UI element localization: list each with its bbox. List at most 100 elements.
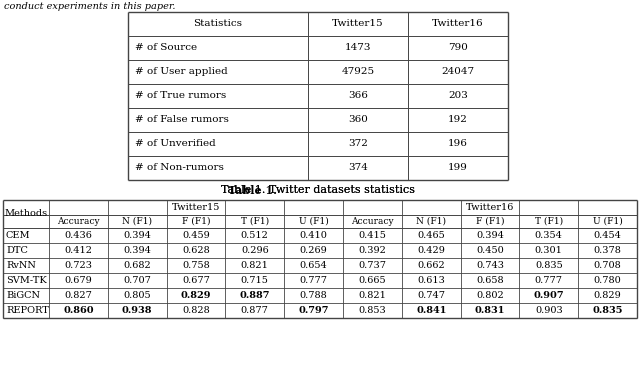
Text: 0.454: 0.454 (594, 231, 621, 240)
Text: 0.679: 0.679 (65, 276, 92, 285)
Text: 0.415: 0.415 (358, 231, 387, 240)
Text: 366: 366 (348, 92, 368, 101)
Text: 0.835: 0.835 (535, 261, 563, 270)
Text: 0.715: 0.715 (241, 276, 269, 285)
Text: 0.708: 0.708 (594, 261, 621, 270)
Text: 0.459: 0.459 (182, 231, 210, 240)
Text: 196: 196 (448, 140, 468, 149)
Text: 360: 360 (348, 115, 368, 124)
Text: 1473: 1473 (345, 44, 371, 53)
Text: 0.296: 0.296 (241, 246, 269, 255)
Text: Twitter16: Twitter16 (466, 203, 514, 212)
Text: # of Source: # of Source (135, 44, 197, 53)
Text: 0.354: 0.354 (535, 231, 563, 240)
Text: # of True rumors: # of True rumors (135, 92, 227, 101)
Text: 0.394: 0.394 (124, 246, 151, 255)
Text: Methods: Methods (4, 209, 47, 218)
Text: Twitter16: Twitter16 (432, 20, 484, 28)
Text: 0.903: 0.903 (535, 306, 563, 315)
Text: Twitter15: Twitter15 (332, 20, 384, 28)
Text: SVM-TK: SVM-TK (6, 276, 47, 285)
Text: 0.465: 0.465 (417, 231, 445, 240)
Text: # of Unverified: # of Unverified (135, 140, 216, 149)
Text: 0.450: 0.450 (476, 246, 504, 255)
Text: T (F1): T (F1) (241, 217, 269, 226)
Text: 0.662: 0.662 (417, 261, 445, 270)
Text: 0.269: 0.269 (300, 246, 328, 255)
Text: # of False rumors: # of False rumors (135, 115, 229, 124)
Text: 0.797: 0.797 (298, 306, 329, 315)
Text: 0.835: 0.835 (593, 306, 623, 315)
Text: DTC: DTC (6, 246, 28, 255)
Text: Accuracy: Accuracy (351, 217, 394, 226)
Text: 0.737: 0.737 (358, 261, 387, 270)
Text: 0.841: 0.841 (416, 306, 446, 315)
Text: 0.723: 0.723 (65, 261, 92, 270)
Text: 0.394: 0.394 (476, 231, 504, 240)
Text: 0.410: 0.410 (300, 231, 328, 240)
Text: N (F1): N (F1) (416, 217, 446, 226)
Text: REPORT: REPORT (6, 306, 49, 315)
Text: 372: 372 (348, 140, 368, 149)
Text: 790: 790 (448, 44, 468, 53)
Text: 0.907: 0.907 (534, 291, 564, 300)
Text: 0.677: 0.677 (182, 276, 210, 285)
Text: 374: 374 (348, 163, 368, 172)
Text: 0.802: 0.802 (476, 291, 504, 300)
Text: RvNN: RvNN (6, 261, 36, 270)
Text: 0.828: 0.828 (182, 306, 210, 315)
Text: # of Non-rumors: # of Non-rumors (135, 163, 224, 172)
Text: N (F1): N (F1) (122, 217, 152, 226)
Text: F (F1): F (F1) (476, 217, 504, 226)
Text: F (F1): F (F1) (182, 217, 211, 226)
Text: 0.665: 0.665 (358, 276, 386, 285)
Text: 192: 192 (448, 115, 468, 124)
Text: 0.436: 0.436 (65, 231, 92, 240)
Text: 0.777: 0.777 (535, 276, 563, 285)
Text: 0.512: 0.512 (241, 231, 269, 240)
Text: Table 1.: Table 1. (228, 185, 277, 196)
Text: 0.780: 0.780 (594, 276, 621, 285)
Text: 0.821: 0.821 (241, 261, 269, 270)
Text: 0.429: 0.429 (417, 246, 445, 255)
Text: Accuracy: Accuracy (57, 217, 100, 226)
Text: U (F1): U (F1) (593, 217, 623, 226)
Text: 0.613: 0.613 (417, 276, 445, 285)
Text: Table 1. Twitter datasets statistics: Table 1. Twitter datasets statistics (221, 185, 415, 195)
Text: 0.682: 0.682 (124, 261, 151, 270)
Text: 0.378: 0.378 (594, 246, 621, 255)
Text: 0.707: 0.707 (124, 276, 151, 285)
Text: Twitter15: Twitter15 (172, 203, 220, 212)
Text: 203: 203 (448, 92, 468, 101)
Text: Statistics: Statistics (193, 20, 243, 28)
Text: 0.758: 0.758 (182, 261, 210, 270)
Text: 0.743: 0.743 (476, 261, 504, 270)
Text: 0.827: 0.827 (65, 291, 92, 300)
Text: Table 1. Twitter datasets statistics: Table 1. Twitter datasets statistics (221, 185, 415, 195)
Text: 0.628: 0.628 (182, 246, 210, 255)
Text: BiGCN: BiGCN (6, 291, 40, 300)
Text: CEM: CEM (6, 231, 31, 240)
Text: # of User applied: # of User applied (135, 67, 228, 76)
Text: T (F1): T (F1) (535, 217, 563, 226)
Text: 0.887: 0.887 (239, 291, 270, 300)
Text: 0.654: 0.654 (300, 261, 328, 270)
Text: 0.747: 0.747 (417, 291, 445, 300)
Text: 0.394: 0.394 (124, 231, 151, 240)
Text: 0.301: 0.301 (535, 246, 563, 255)
Text: 0.777: 0.777 (300, 276, 328, 285)
Text: 0.821: 0.821 (358, 291, 387, 300)
Text: 0.877: 0.877 (241, 306, 269, 315)
Text: 0.853: 0.853 (358, 306, 387, 315)
Text: 0.788: 0.788 (300, 291, 328, 300)
Text: 0.938: 0.938 (122, 306, 152, 315)
Text: 199: 199 (448, 163, 468, 172)
Text: 0.658: 0.658 (476, 276, 504, 285)
Text: 0.829: 0.829 (180, 291, 211, 300)
Text: U (F1): U (F1) (299, 217, 328, 226)
Text: 24047: 24047 (442, 67, 475, 76)
Text: 0.831: 0.831 (475, 306, 505, 315)
Text: 0.860: 0.860 (63, 306, 93, 315)
Text: 0.829: 0.829 (594, 291, 621, 300)
Text: 47925: 47925 (341, 67, 374, 76)
